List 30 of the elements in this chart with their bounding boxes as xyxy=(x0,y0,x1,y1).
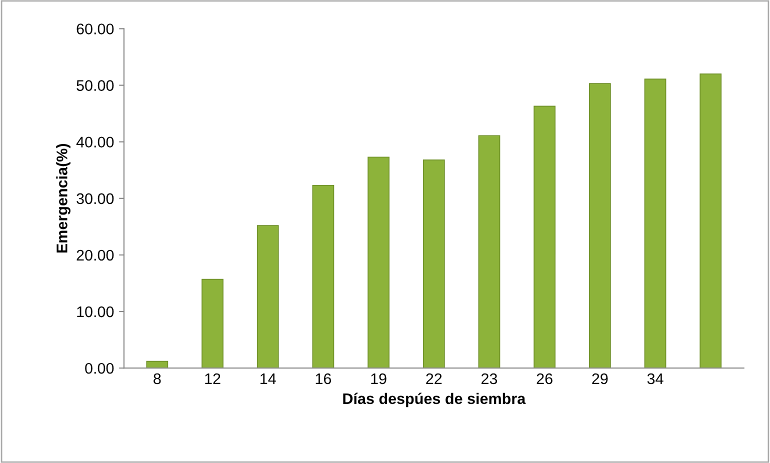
y-tick-label: 40.00 xyxy=(76,136,114,148)
bar xyxy=(422,160,445,368)
y-axis-title: Emergencia(%) xyxy=(56,144,70,253)
bar xyxy=(312,184,334,368)
x-tick-label: 14 xyxy=(260,374,276,384)
bar xyxy=(202,278,224,368)
y-tick-label: 20.00 xyxy=(76,250,114,261)
x-tick-label: 16 xyxy=(316,373,332,384)
y-tick-label: 50.00 xyxy=(76,80,114,91)
bar xyxy=(644,78,666,368)
x-tick-label: 22 xyxy=(426,373,442,384)
bar xyxy=(146,360,168,368)
x-tick-label: 26 xyxy=(536,373,552,384)
x-tick-label: 34 xyxy=(647,373,664,384)
x-tick-label: 12 xyxy=(205,373,220,384)
bar xyxy=(256,225,279,368)
x-axis-title: Días despúes de siembra xyxy=(343,392,526,408)
y-tick-label: 0.00 xyxy=(85,362,114,374)
y-tick-label: 10.00 xyxy=(77,306,114,318)
bar xyxy=(478,135,500,368)
y-tick-label: 60.00 xyxy=(76,24,114,34)
y-tick-label: 30.00 xyxy=(76,193,114,204)
bar xyxy=(534,106,556,368)
bar xyxy=(588,83,611,368)
bar xyxy=(368,156,390,368)
x-tick-label: 23 xyxy=(482,373,498,384)
x-tick-label: 29 xyxy=(592,373,608,384)
x-tick-label: 8 xyxy=(154,373,161,384)
x-tick-label: 19 xyxy=(371,373,386,384)
bar xyxy=(700,74,722,368)
